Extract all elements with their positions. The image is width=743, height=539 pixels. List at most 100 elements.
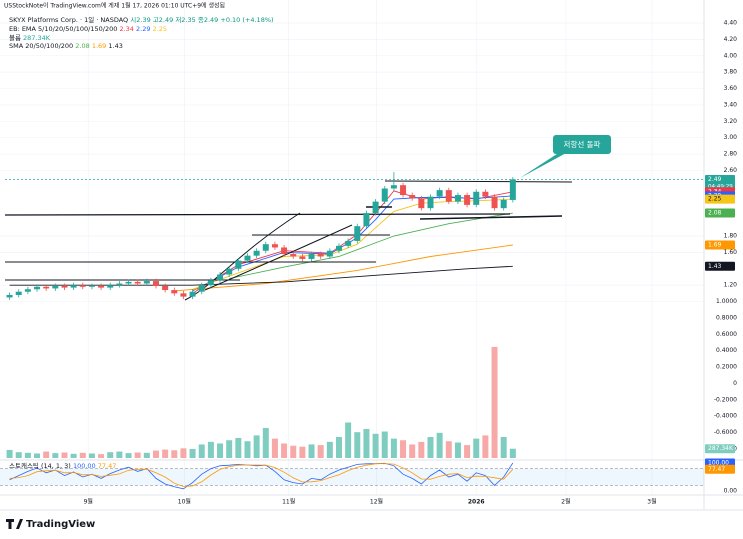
x-tick-label: 11월 xyxy=(282,498,295,506)
candle-body xyxy=(189,291,196,297)
candle-body xyxy=(427,196,434,209)
volume-bar xyxy=(143,452,150,458)
candle-body xyxy=(454,195,461,202)
volume-bar xyxy=(445,441,452,458)
volume-bar xyxy=(290,445,297,458)
stoch-label: 스토캐스틱 (14, 1, 3) xyxy=(9,462,71,470)
candle-body xyxy=(262,244,269,251)
candle-body xyxy=(152,281,159,286)
candle-body xyxy=(217,274,224,281)
callout-pointer xyxy=(520,152,568,178)
price-tag xyxy=(705,444,735,454)
channel-line xyxy=(204,224,353,291)
price-tag-label: 77.47 xyxy=(708,466,725,473)
candle-body xyxy=(180,293,187,297)
volume-bar xyxy=(235,437,242,458)
ema-value: 2.34 xyxy=(119,25,133,33)
candle-body xyxy=(88,285,95,287)
volume-bar xyxy=(390,438,397,458)
price-tag xyxy=(705,261,735,271)
volume-bar xyxy=(409,444,416,458)
ohlc: 종2.49 xyxy=(198,16,218,24)
candle-body xyxy=(400,185,407,196)
y-tick-label: 0 xyxy=(733,380,737,387)
sma-value: 1.69 xyxy=(92,42,106,50)
volume-bar xyxy=(308,444,315,458)
price-tag-label: 287.34K xyxy=(708,445,734,452)
volume-bar xyxy=(180,448,187,458)
volume-bar xyxy=(363,428,370,458)
y-tick-label: 3.80 xyxy=(724,69,738,76)
sma-value: 2.08 xyxy=(75,42,89,50)
price-tag xyxy=(705,174,735,191)
logo-mark xyxy=(6,519,23,529)
candle-body xyxy=(6,294,13,298)
x-tick-label: 2026 xyxy=(468,499,485,506)
candle-body xyxy=(345,240,352,246)
volume-bar xyxy=(500,437,507,458)
candle-body xyxy=(299,256,306,259)
candle-body xyxy=(491,196,498,209)
price-tag-label: 2.08 xyxy=(708,210,722,217)
volume-bar xyxy=(70,453,77,458)
ema-value: 2.29 xyxy=(136,25,150,33)
logo-text: TradingView xyxy=(26,519,95,530)
y-tick-label: 1.60 xyxy=(724,249,738,256)
candle-body xyxy=(317,254,324,257)
ohlc: 시2.39 xyxy=(130,16,150,24)
ohlc: +0.10 (+4.18%) xyxy=(220,16,273,24)
y-tick-label: 0.00 xyxy=(724,488,738,495)
candle-body xyxy=(500,199,507,209)
volume-bar xyxy=(400,440,407,458)
volume-bar xyxy=(354,432,361,458)
volume-bar xyxy=(24,452,31,458)
candle-body xyxy=(509,179,516,200)
candle-body xyxy=(70,285,77,288)
volume-bar xyxy=(52,453,59,458)
stochastic-layer xyxy=(0,462,704,490)
volume-bar xyxy=(61,452,68,458)
volume-bar xyxy=(464,445,471,458)
candle-body xyxy=(134,281,141,284)
x-tick-label: 12월 xyxy=(370,498,383,506)
stoch-line xyxy=(9,463,514,487)
candle-body xyxy=(198,285,205,292)
volume-bar xyxy=(79,452,86,458)
y-tick-label: 3.20 xyxy=(724,118,738,125)
x-tick-label: 9월 xyxy=(84,498,93,506)
price-tag-label: 2.25 xyxy=(708,196,722,203)
candle-body xyxy=(445,190,452,202)
y-tick-label: 4.20 xyxy=(724,36,738,43)
candle-body xyxy=(473,191,480,205)
volume-value: 287.34K xyxy=(23,34,51,42)
candle-body xyxy=(482,191,489,197)
price-tag-label: 2.49 xyxy=(708,176,722,183)
volume-bar xyxy=(125,453,132,458)
candle-body xyxy=(464,195,471,205)
price-tag-label: 1.43 xyxy=(708,263,722,270)
volume-bar xyxy=(116,451,123,458)
volume-bar xyxy=(335,437,342,458)
candle-body xyxy=(116,283,123,286)
volume-bar xyxy=(482,435,489,458)
sma-line xyxy=(9,265,513,286)
volume-bar xyxy=(244,441,251,458)
volume-bar xyxy=(427,437,434,458)
y-tick-label: -0.4000 xyxy=(714,413,737,420)
x-tick-label: 2월 xyxy=(561,498,570,506)
legend-line: SKYX Platforms Corp. · 1일 · NASDAQ 시2.39… xyxy=(9,15,274,24)
trend-line xyxy=(419,215,563,220)
volume-bar xyxy=(372,433,379,458)
volume-bar xyxy=(88,453,95,458)
y-tick-label: 4.00 xyxy=(724,52,738,59)
candle-body xyxy=(326,250,333,257)
candle-body xyxy=(162,285,169,291)
candle-body xyxy=(253,250,260,256)
volume-bar xyxy=(491,346,498,458)
y-tick-label: -0.2000 xyxy=(714,396,737,403)
stoch-value: 100.00 xyxy=(73,462,96,470)
volume-bar xyxy=(262,427,269,458)
volume-bar xyxy=(253,435,260,458)
y-tick-label: 4.40 xyxy=(724,20,738,27)
